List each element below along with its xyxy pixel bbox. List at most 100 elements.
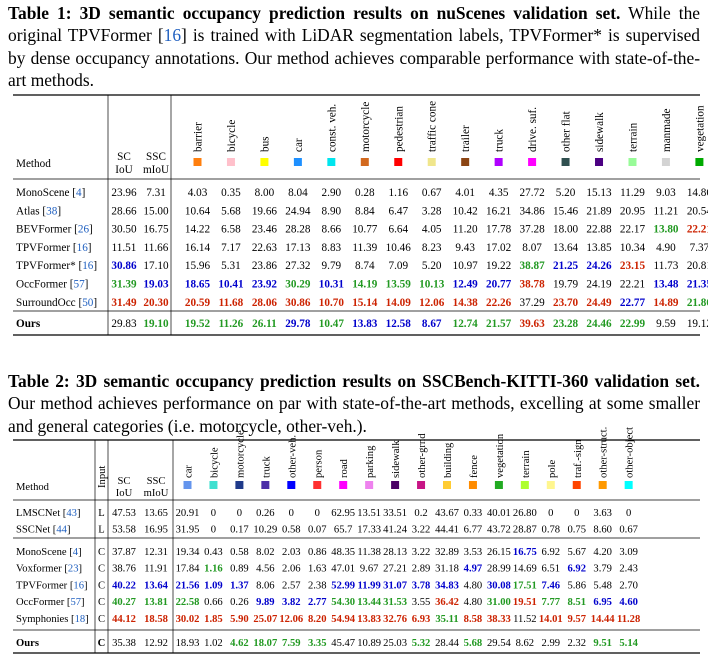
table2-camera-row-cell: 11.52: [513, 614, 536, 625]
table1-class-header: terrain: [627, 122, 639, 152]
table2-class-swatch: [598, 481, 607, 489]
table1-row-cell: 12.49: [453, 279, 479, 291]
table2-camera-row-cell: 8.58: [464, 614, 483, 625]
table1-row-cell: 8.00: [255, 187, 275, 199]
table1-row-cell: 24.26: [586, 260, 612, 272]
table2-camera-row-cell: 2.57: [282, 580, 301, 591]
table2-camera-row-cell: 2.70: [619, 580, 638, 591]
table1-class-swatch: [528, 158, 537, 166]
table2-camera-row-cell: 0.26: [230, 597, 249, 608]
table2-lidar-row-cell: 10.29: [253, 525, 277, 536]
table1-row-cell: 24.94: [285, 205, 311, 217]
table1-row-cell: 16.14: [185, 242, 211, 254]
table2-lidar-row-cell: 6.77: [464, 525, 483, 536]
table1-row-cell: 23.92: [252, 279, 278, 291]
table2-ours-row-cell: 7.59: [282, 638, 301, 649]
table1-row-cell: 10.34: [620, 242, 646, 254]
table2-camera-row-cell: 2.43: [619, 564, 638, 575]
table1-row-cell: 0.28: [355, 187, 375, 199]
table2-camera-row-method: OccFormer [57]: [16, 597, 85, 608]
table2-class-swatch: [443, 481, 451, 489]
table2-lidar-row-cell: 13.51: [357, 508, 381, 519]
table2-camera-row-cell: 2.77: [308, 597, 327, 608]
table1-row-cell: 9.03: [656, 187, 676, 199]
table2-camera-row-input: C: [98, 580, 105, 591]
table1-row-cell: 12.06: [419, 297, 445, 309]
table2-camera-row-cell: 1.37: [230, 580, 249, 591]
table2-camera-row-cell: 11.99: [358, 580, 381, 591]
table2-class-swatch: [624, 481, 633, 489]
table2-class-swatch: [209, 481, 218, 489]
table1-row-method: OccFormer [57]: [16, 279, 88, 291]
table1-row-cell: 8.84: [355, 205, 375, 217]
table1-row-cell: 8.74: [355, 260, 375, 272]
table2-camera-row-cell: 18.58: [144, 614, 168, 625]
table1-class-header: drive. suf.: [527, 107, 539, 152]
table1-row-method: TPVFormer [16]: [16, 242, 92, 254]
table1-ours-row-cell: 19.12: [687, 318, 708, 330]
table2-camera-row-cell: 4.60: [619, 597, 638, 608]
table2-ours-row-cell: 45.47: [331, 638, 355, 649]
table2-camera-row-cell: 2.89: [412, 564, 431, 575]
table2-camera-row-cell: 54.94: [331, 614, 356, 625]
table2-camera-row-cell: 6.92: [542, 547, 561, 558]
table2-ours-row-cell: 5.68: [464, 638, 483, 649]
table1-row-cell: 22.21: [620, 279, 645, 291]
table2-lidar-row-cell: 28.87: [513, 525, 537, 536]
table1-row-cell: 13.80: [653, 224, 679, 236]
table2-camera-row-cell: 1.16: [204, 564, 223, 575]
table1-class-swatch: [327, 158, 336, 166]
table2-camera-row-cell: 6.51: [542, 564, 561, 575]
table2-camera-row-cell: 9.67: [360, 564, 379, 575]
table1-row-cell: 14.19: [352, 279, 378, 291]
table2-camera-row-input: C: [98, 564, 105, 575]
table1-class-swatch: [494, 158, 503, 166]
table2-camera-row-cell: 6.92: [567, 564, 586, 575]
table1-row-cell: 20.59: [185, 297, 211, 309]
table1-class-header: trailer: [460, 125, 472, 152]
table2-title: 3D semantic occupancy prediction results…: [75, 371, 700, 391]
table2-camera-row-cell: 30.08: [487, 580, 511, 591]
table2-camera-row-cell: 7.77: [542, 597, 561, 608]
table2-camera-row-cell: 3.53: [464, 547, 483, 558]
table2-lidar-row-cell: 3.63: [593, 508, 612, 519]
table2-lidar-row-cell: 44.41: [435, 525, 459, 536]
table1-row-cell: 8.23: [422, 242, 442, 254]
table1-row-cell: 4.35: [489, 187, 509, 199]
table1-ours-row-cell: 9.59: [656, 318, 676, 330]
table1-class-header: sidewalk: [594, 112, 606, 152]
table2-camera-row-cell: 3.78: [412, 580, 431, 591]
table2-camera-row-cell: 13.83: [357, 614, 381, 625]
table1-ours-row-cell: 24.46: [586, 318, 612, 330]
table2-camera-row-cell: 11.38: [357, 547, 380, 558]
table2-lidar-row-cell: 0: [211, 508, 216, 519]
table1-class-swatch: [394, 158, 403, 166]
table2-class-swatch: [313, 481, 322, 489]
table2-class-header: terrain: [521, 450, 532, 478]
table1-row-cell: 8.66: [322, 224, 342, 236]
table1-row-cell: 15.13: [586, 187, 612, 199]
table2-ours-row-cell: 5.32: [412, 638, 431, 649]
table1-class-swatch: [628, 158, 637, 166]
table2-lidar-row-cell: 40.01: [487, 508, 511, 519]
table2-label: Table 2:: [8, 371, 70, 391]
table2-camera-row-cell: 0.66: [204, 597, 223, 608]
table1-ours-row-cell: 39.63: [520, 318, 546, 330]
table2-camera-row-cell: 1.85: [204, 614, 223, 625]
table1-row-cell: 8.04: [288, 187, 308, 199]
table1-class-header: vegetation: [694, 105, 706, 152]
table2-camera-row-cell: 6.95: [593, 597, 612, 608]
table1-class-swatch: [226, 158, 235, 166]
table2-camera-row-cell: 14.69: [513, 564, 537, 575]
table1-ref-link[interactable]: 16: [163, 25, 182, 46]
table1-row-cell: 21.86: [687, 297, 708, 309]
table1-row-cell: 14.09: [386, 297, 412, 309]
table2-camera-row-cell: 16.75: [513, 547, 537, 558]
table1-row-cell: 17.02: [486, 242, 511, 254]
table2-lidar-row-cell: 0.58: [282, 525, 301, 536]
table1-row-cell: 5.20: [556, 187, 576, 199]
table2-ours-row-cell: 28.44: [435, 638, 460, 649]
table2-camera-row-cell: 4.80: [464, 597, 483, 608]
table2-lidar-row-method: SSCNet [44]: [16, 525, 70, 536]
